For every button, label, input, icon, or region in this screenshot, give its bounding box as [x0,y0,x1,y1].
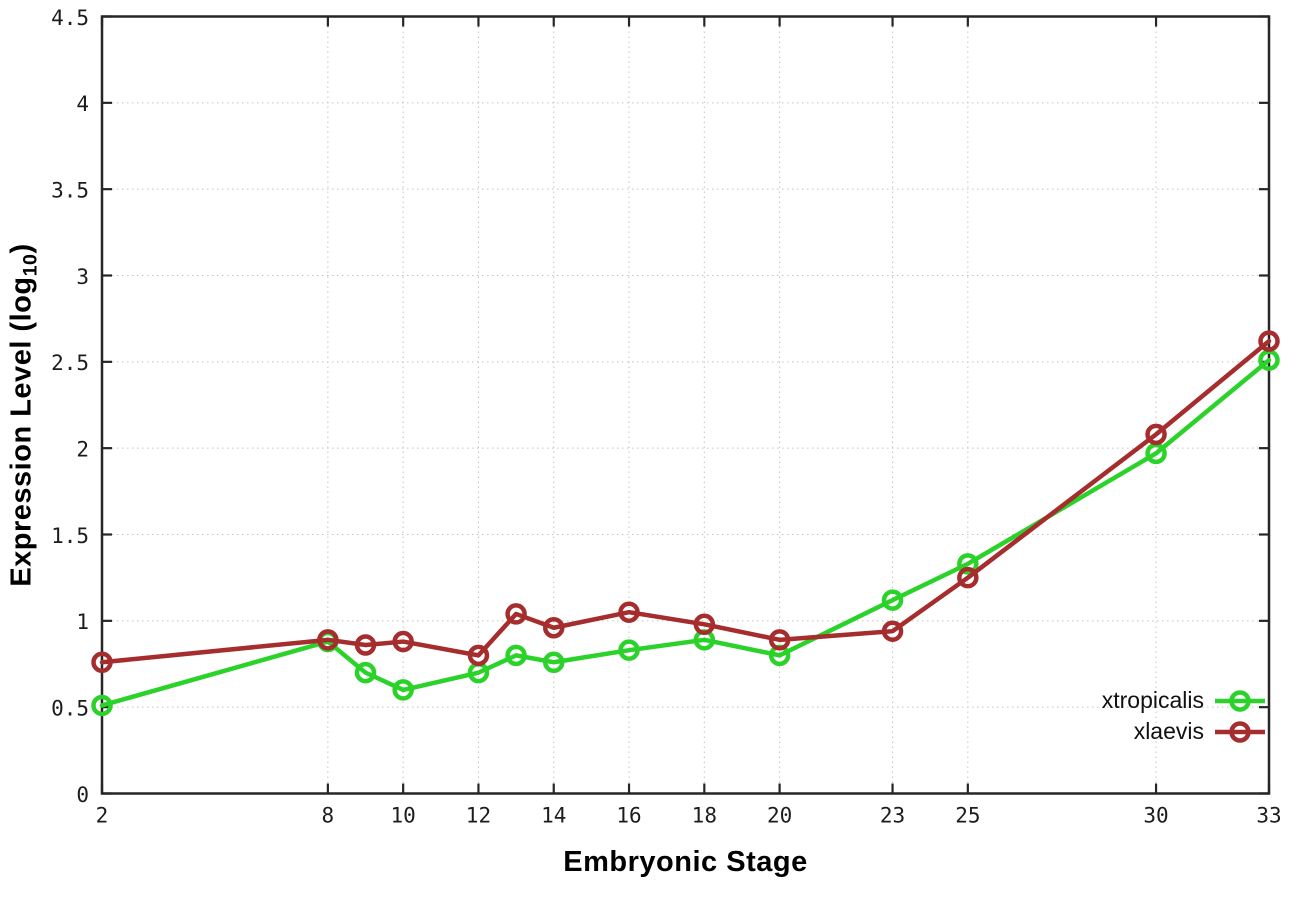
x-tick-label: 18 [692,804,717,828]
data-point-xlaevis [91,651,113,674]
data-point-xtropicalis [957,553,979,575]
legend-marker-xtropicalis-icon [1215,689,1265,712]
tick-marks [100,15,1271,795]
x-tick-label: 12 [466,804,491,828]
y-axis-title-text: Expression Level (log [5,276,38,587]
x-tick-label: 2 [96,804,109,828]
series-markers-xlaevis [91,330,1280,674]
y-tick-label: 4.5 [51,6,89,30]
y-tick-label: 1.5 [51,524,89,548]
y-tick-labels: 0 0.5 1 1.5 2 2.5 3 3.5 4 4.5 [51,6,89,807]
data-point-xtropicalis [542,651,565,674]
data-point-xlaevis [618,601,640,623]
data-point-xlaevis [467,644,490,667]
data-point-xlaevis [392,630,414,653]
data-point-xlaevis [505,603,527,625]
y-axis-title-close: ) [5,243,38,254]
y-tick-label: 4 [76,92,89,116]
y-tick-label: 3.5 [51,178,89,202]
x-tick-label: 25 [955,804,980,828]
data-point-xlaevis [542,616,565,639]
data-point-xlaevis [693,613,716,636]
data-point-xlaevis [881,620,904,642]
data-point-xlaevis [317,629,339,651]
x-tick-label: 30 [1143,804,1168,828]
x-tick-label: 14 [541,804,566,828]
legend-entry-xlaevis: xlaevis [1134,717,1266,746]
y-tick-label: 0.5 [51,696,89,720]
data-point-xlaevis [354,634,377,656]
x-tick-label: 16 [616,804,641,828]
data-point-xtropicalis [618,639,640,661]
data-point-xlaevis [1145,423,1167,446]
data-point-xtropicalis [91,694,113,717]
series-line-xtropicalis [99,357,1272,708]
x-axis-title: Embryonic Stage [563,846,808,878]
data-point-xtropicalis [354,661,377,684]
x-tick-label: 20 [767,804,792,828]
data-point-xlaevis [768,629,791,651]
y-axis-title: Expression Level (log10) [6,243,43,586]
legend-entry-xtropicalis: xtropicalis [1102,686,1266,715]
x-tick-label: 33 [1256,804,1281,828]
y-tick-label: 1 [76,610,89,634]
legend-label-xlaevis: xlaevis [1133,718,1204,744]
y-tick-label: 2.5 [51,351,89,375]
y-tick-label: 0 [76,783,89,807]
data-point-xlaevis [1258,330,1280,352]
plot-border [100,15,1271,795]
gridlines [102,16,1269,794]
x-tick-label: 8 [322,804,335,828]
x-tick-label: 10 [391,804,416,828]
legend-marker-xlaevis-icon [1215,720,1265,743]
legend-label-xtropicalis: xtropicalis [1101,687,1204,713]
x-tick-label: 23 [880,804,905,828]
x-tick-labels: 2 8 10 12 14 16 18 20 23 25 30 33 [96,804,1282,828]
data-point-xlaevis [957,566,979,589]
data-point-xtropicalis [392,679,414,701]
y-tick-label: 2 [76,437,89,461]
data-point-xtropicalis [881,589,904,611]
legend: xtropicalis xlaevis [1102,686,1266,746]
y-tick-label: 3 [76,265,89,289]
series-line-xlaevis [99,338,1272,665]
data-point-xtropicalis [505,644,527,667]
y-axis-title-subscript: 10 [19,253,42,277]
